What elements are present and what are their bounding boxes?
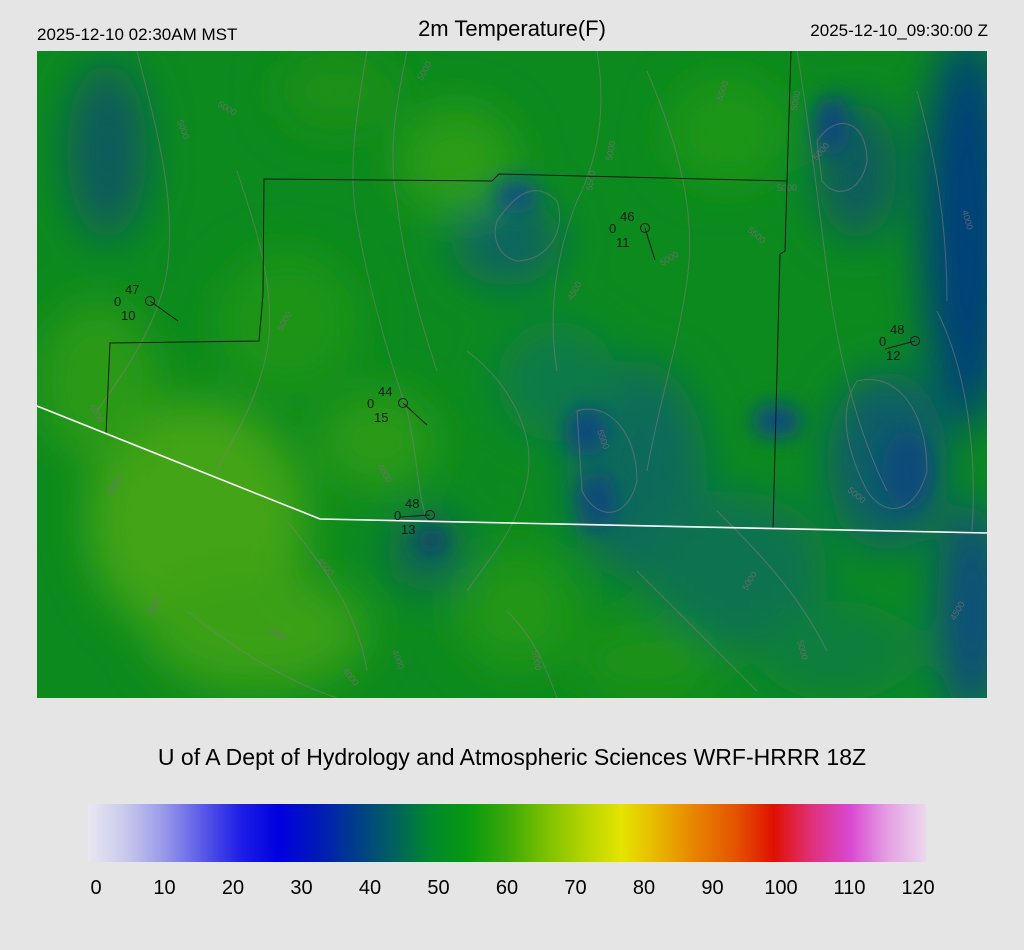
temperature-colorbar [88,804,926,862]
station-dewpoint: 13 [401,522,415,537]
station-temperature: 46 [620,209,634,224]
map-title: 2m Temperature(F) [418,16,606,41]
station-plot[interactable]: 47 010 [114,282,179,323]
colorbar-tick-label: 50 [427,877,450,899]
state-border [37,405,987,534]
colorbar-tick-label: 100 [764,877,798,899]
station-temperature: 48 [405,496,419,511]
contour-label: 5000 [530,650,543,671]
station-temperature: 47 [125,282,139,297]
station-gust: 0 [394,508,401,523]
colorbar-tick-label: 0 [90,877,102,899]
station-gust: 0 [114,294,121,309]
colorbar-tick-label: 110 [833,877,866,899]
station-gust: 0 [367,396,374,411]
valid-time-local: 2025-12-10 02:30AM MST [37,25,238,44]
station-dewpoint: 12 [886,348,900,363]
wind-barb [399,514,431,518]
colorbar-tick-label: 20 [221,877,245,899]
county-boundaries [105,51,792,530]
wind-barb [884,340,916,350]
station-circle [640,223,650,233]
valid-time-utc: 2025-12-10_09:30:00 Z [810,21,988,40]
colorbar-tick-label: 90 [701,877,724,899]
model-credit: U of A Dept of Hydrology and Atmospheric… [157,744,867,770]
map-canvas: 5000 5000 5000 5500 5000 5500 5000 5000 … [37,51,987,698]
station-dewpoint: 11 [616,235,630,250]
station-gust: 0 [879,334,886,349]
station-plot[interactable]: 48 013 [394,496,435,537]
station-temperature: 44 [378,384,392,399]
station-temperature: 48 [890,322,904,337]
station-circle [398,398,408,408]
wind-barb [644,227,656,261]
station-dewpoint: 15 [374,410,388,425]
station-circle [145,296,155,306]
contour-label: 5000 [604,140,617,161]
colorbar-tick-label: 70 [564,877,587,899]
wind-barb [402,402,428,426]
station-plot[interactable]: 46 011 [609,209,656,261]
colorbar-tick-label: 10 [153,877,176,899]
temperature-map[interactable]: 5000 5000 5000 5500 5000 5500 5000 5000 … [37,51,987,698]
station-circle [910,336,920,346]
contour-label: 5500 [584,170,597,191]
colorbar-tick-label: 120 [901,877,935,899]
colorbar-tick-label: 80 [632,877,656,899]
station-dewpoint: 10 [121,308,135,323]
terrain-contours [96,51,974,698]
station-plot[interactable]: 44 015 [367,384,428,426]
station-gust: 0 [609,221,616,236]
wind-barb [149,300,179,322]
colorbar-tick-label: 30 [290,877,313,899]
contour-label: 5000 [789,90,802,111]
colorbar-tick-label: 60 [495,877,519,899]
colorbar-tick-label: 40 [358,877,382,899]
station-plot[interactable]: 48 012 [879,322,920,363]
